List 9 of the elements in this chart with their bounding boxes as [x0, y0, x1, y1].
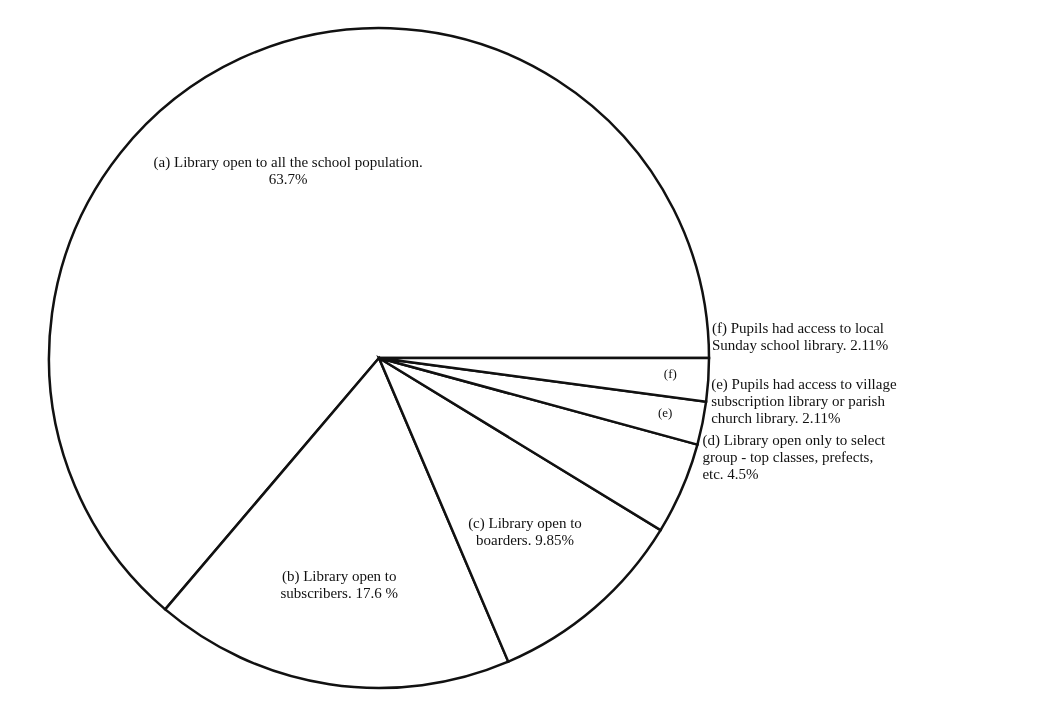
- text: (e): [657, 404, 673, 420]
- slice-label: (c) Library open to boarders. 9.85%: [468, 514, 582, 548]
- slice-label: (d) Library open only to select group - top classes, prefects, etc. 4.5%: [702, 432, 887, 482]
- data-label: 63.7%: [268, 171, 308, 188]
- slice-label: (e) Pupils had access to village subscription library or parish church library. 2.11%: [711, 376, 897, 426]
- text: (f): [663, 365, 677, 381]
- slice-label: (b) Library open to subscribers. 17.6 %: [280, 568, 398, 602]
- slice-label: (a) Library open to all the school population.: [153, 154, 423, 172]
- slice-label: (f) Pupils had access to local Sunday school library. 2.11%: [712, 320, 889, 353]
